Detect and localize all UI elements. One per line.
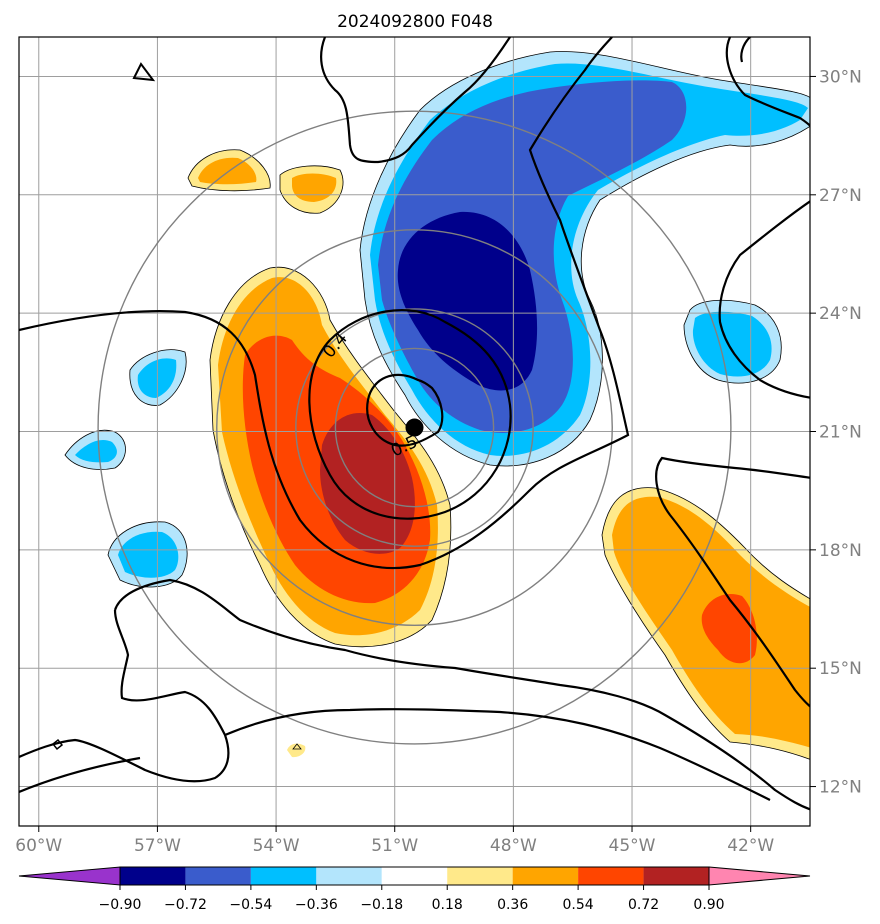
- thick-contours: [19, 37, 810, 811]
- colorbar: −0.90 −0.72 −0.54 −0.36 −0.18 0.18 0.36 0.54 0.7…: [18, 866, 811, 913]
- colorbar-tick-label: −0.18: [360, 897, 403, 913]
- positive-anomaly-region: [701, 594, 757, 664]
- colorbar-segment: [185, 867, 251, 885]
- colorbar-tick-label: −0.90: [99, 897, 142, 913]
- colorbar-tick-label: 0.90: [693, 897, 724, 913]
- lon-tick-label: 42°W: [727, 836, 774, 856]
- colorbar-frame: [119, 866, 710, 886]
- gridlines: [19, 37, 810, 826]
- lat-tick-label: 24°N: [819, 304, 862, 324]
- negative-anomaly-region: [692, 311, 772, 377]
- colorbar-over-extend: [708, 866, 811, 886]
- colorbar-tick-label: 0.72: [628, 897, 659, 913]
- lat-tick-label: 27°N: [819, 186, 862, 206]
- colorbar-tick-label: 0.36: [497, 897, 528, 913]
- lon-tick-label: 51°W: [371, 836, 418, 856]
- negative-anomaly-region: [118, 531, 179, 578]
- range-ring: [97, 110, 732, 745]
- map-area: 0.40.5: [19, 37, 810, 826]
- positive-anomaly-region: [198, 157, 257, 185]
- longitude-axis: 60°W 57°W 54°W 51°W 48°W 45°W 42°W: [15, 826, 774, 856]
- colorbar-segment: [512, 867, 579, 885]
- storm-center-marker: [405, 418, 424, 437]
- lon-tick-label: 54°W: [253, 836, 300, 856]
- shading-layer: [65, 51, 810, 760]
- colorbar-tick-label: 0.54: [563, 897, 594, 913]
- colorbar-segment: [578, 867, 644, 885]
- positive-anomaly-region: [320, 413, 415, 554]
- colorbar-segment: [643, 867, 709, 885]
- colorbar-tick-label: −0.72: [164, 897, 207, 913]
- positive-anomaly-region: [287, 743, 306, 758]
- range-ring: [216, 229, 613, 627]
- colorbar-segment: [447, 867, 513, 885]
- negative-anomaly-region: [397, 211, 538, 391]
- lat-tick-label: 21°N: [819, 423, 862, 443]
- lat-tick-label: 30°N: [819, 67, 862, 87]
- lat-tick-label: 18°N: [819, 541, 862, 561]
- lat-tick-label: 12°N: [819, 778, 862, 798]
- colorbar-segment: [250, 867, 317, 885]
- lat-tick-label: 15°N: [819, 659, 862, 679]
- lon-tick-label: 45°W: [609, 836, 656, 856]
- colorbar-under-extend: [18, 866, 121, 886]
- range-rings: [97, 110, 732, 745]
- colorbar-segment: [120, 867, 186, 885]
- range-ring: [334, 347, 495, 508]
- colorbar-tick-label: 0.18: [432, 897, 463, 913]
- latitude-axis: 30°N 27°N 24°N 21°N 18°N 15°N 12°N: [810, 67, 862, 798]
- range-ring: [295, 308, 534, 547]
- lon-tick-label: 48°W: [490, 836, 537, 856]
- colorbar-segment: [381, 867, 448, 885]
- negative-anomaly-region: [75, 439, 117, 463]
- colorbar-segment: [316, 867, 382, 885]
- map-title: 2024092800 F048: [337, 12, 493, 32]
- lon-tick-label: 57°W: [134, 836, 181, 856]
- colorbar-tick-label: −0.36: [295, 897, 338, 913]
- colorbar-tick-label: −0.54: [229, 897, 272, 913]
- lon-tick-label: 60°W: [15, 836, 62, 856]
